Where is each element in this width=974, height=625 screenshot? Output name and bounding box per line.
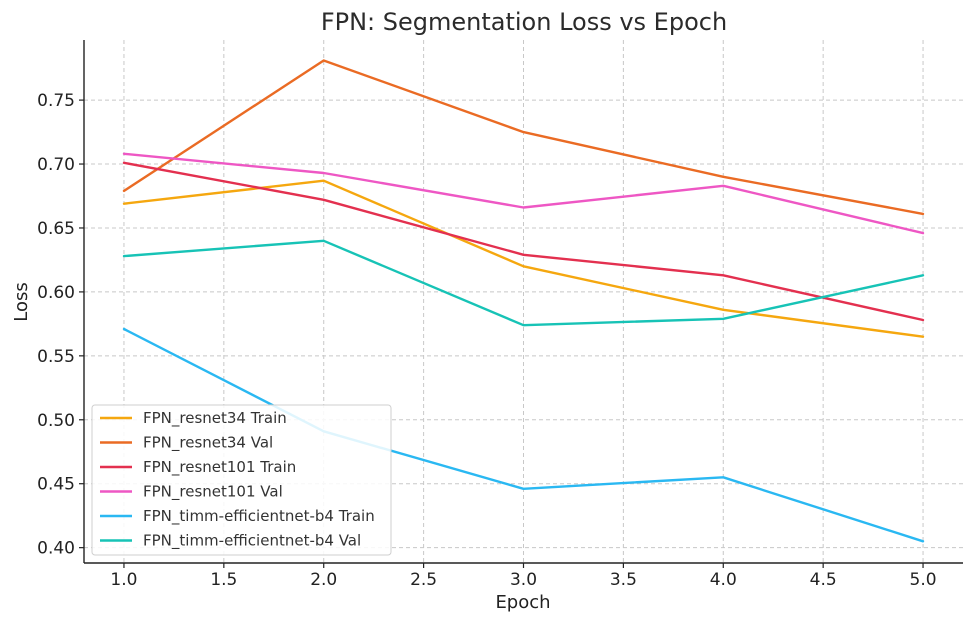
x-tick-label: 4.5 — [810, 570, 837, 590]
x-tick-label: 3.0 — [510, 570, 537, 590]
y-tick-label: 0.40 — [37, 539, 75, 559]
y-axis-label: Loss — [11, 282, 32, 321]
x-tick-label: 5.0 — [910, 570, 937, 590]
y-tick-label: 0.70 — [37, 155, 75, 175]
series-group — [122, 59, 925, 543]
y-tick-label: 0.50 — [37, 411, 75, 431]
legend-label-2: FPN_resnet101 Train — [143, 458, 296, 477]
legend-label-3: FPN_resnet101 Val — [143, 483, 283, 502]
series-line-3 — [122, 152, 925, 235]
x-ticks: 1.0 1.5 2.0 2.5 3.0 3.5 4.0 4.5 5.0 — [110, 563, 937, 590]
y-tick-label: 0.65 — [37, 219, 75, 239]
x-tick-label: 1.0 — [110, 570, 137, 590]
series-line-5 — [122, 239, 925, 327]
legend-label-0: FPN_resnet34 Train — [143, 409, 287, 428]
legend-label-4: FPN_timm-efficientnet-b4 Train — [143, 507, 375, 526]
y-tick-label: 0.45 — [37, 475, 75, 495]
grid — [84, 40, 963, 563]
series-line-4 — [122, 327, 925, 543]
legend-label-5: FPN_timm-efficientnet-b4 Val — [143, 532, 361, 551]
x-axis-label: Epoch — [495, 592, 550, 613]
x-tick-label: 1.5 — [210, 570, 237, 590]
x-tick-label: 4.0 — [710, 570, 737, 590]
x-tick-label: 2.0 — [310, 570, 337, 590]
y-tick-label: 0.75 — [37, 91, 75, 111]
y-tick-label: 0.60 — [37, 283, 75, 303]
series-line-1 — [122, 59, 925, 216]
legend-label-1: FPN_resnet34 Val — [143, 434, 273, 453]
x-tick-label: 2.5 — [410, 570, 437, 590]
x-tick-label: 3.5 — [610, 570, 637, 590]
y-ticks: 0.40 0.45 0.50 0.55 0.60 0.65 0.70 0.75 — [37, 91, 84, 559]
chart-title: FPN: Segmentation Loss vs Epoch — [321, 8, 727, 36]
legend-box — [91, 404, 392, 556]
legend: FPN_resnet34 Train FPN_resnet34 Val FPN_re… — [91, 404, 392, 556]
series-line-2 — [122, 161, 925, 322]
y-tick-label: 0.55 — [37, 347, 75, 367]
